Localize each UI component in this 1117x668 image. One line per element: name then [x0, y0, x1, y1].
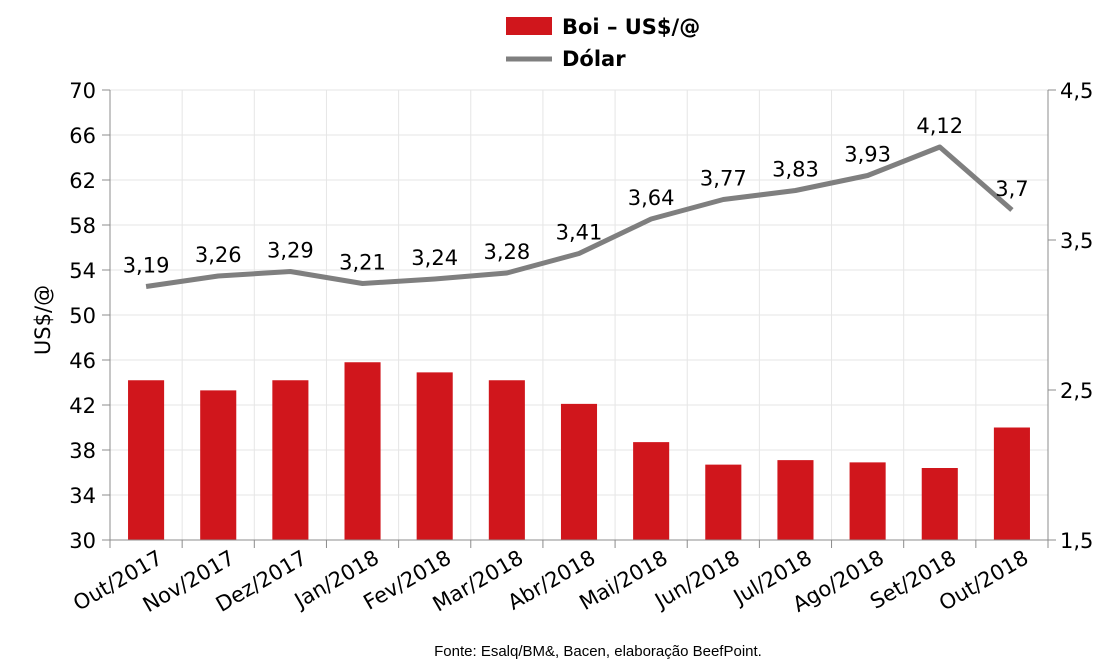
bar	[488, 380, 525, 540]
data-label: 3,29	[267, 239, 314, 263]
y2-tick-label: 2,5	[1060, 379, 1093, 403]
legend-label-boi: Boi – US$/@	[562, 15, 700, 39]
data-label: 3,26	[195, 243, 242, 267]
data-label: 3,24	[411, 246, 458, 270]
bar	[128, 380, 165, 540]
data-label: 4,12	[916, 114, 963, 138]
y-tick-label: 38	[69, 439, 96, 463]
y-tick-label: 58	[69, 214, 96, 238]
bar	[705, 464, 742, 540]
y-tick-label: 34	[69, 484, 96, 508]
data-label: 3,77	[700, 167, 747, 191]
bar	[560, 403, 598, 540]
bar-series	[128, 362, 1030, 540]
bar	[200, 390, 237, 540]
y2-tick-label: 3,5	[1060, 229, 1093, 253]
y-tick-label: 50	[69, 304, 96, 328]
data-label: 3,64	[628, 186, 675, 210]
y-tick-label: 46	[69, 349, 96, 373]
data-label: 3,7	[995, 177, 1028, 201]
data-label: 3,93	[844, 143, 891, 167]
y2-tick-label: 4,5	[1060, 79, 1093, 103]
left-axis-ticks: 70 66 62 58 54 50 46 42 38 34 30	[69, 79, 96, 553]
y-tick-label: 30	[69, 529, 96, 553]
bar	[416, 372, 453, 540]
line-data-labels: 3,19 3,26 3,29 3,21 3,24 3,28 3,41 3,64 3,77 3,83…	[123, 114, 1029, 278]
bar	[777, 460, 814, 540]
y2-tick-label: 1,5	[1060, 529, 1093, 553]
bar	[921, 468, 958, 540]
source-note: Fonte: Esalq/BM&, Bacen, elaboração Beef…	[434, 643, 762, 660]
bar	[344, 362, 381, 540]
data-label: 3,28	[483, 240, 530, 264]
legend-label-dolar: Dólar	[562, 47, 626, 71]
legend: Boi – US$/@ Dólar	[506, 15, 700, 71]
line-series	[145, 144, 1014, 289]
right-axis-ticks: 4,5 3,5 2,5 1,5	[1060, 79, 1093, 553]
x-axis-ticks: Out/2017Nov/2017Dez/2017Jan/2018Fev/2018…	[69, 546, 1032, 618]
y-tick-label: 62	[69, 169, 96, 193]
y-tick-label: 66	[69, 124, 96, 148]
y-tick-label: 54	[69, 259, 96, 283]
y-tick-label: 70	[69, 79, 96, 103]
bar	[993, 427, 1030, 540]
data-label: 3,41	[556, 221, 603, 245]
data-label: 3,21	[339, 251, 386, 275]
bar	[272, 380, 309, 540]
legend-swatch-boi	[506, 17, 552, 35]
bar	[633, 442, 670, 540]
y-tick-label: 42	[69, 394, 96, 418]
data-label: 3,83	[772, 158, 819, 182]
y-axis-label: US$/@	[31, 285, 55, 355]
data-label: 3,19	[123, 254, 170, 278]
dolar-line	[145, 144, 1014, 289]
axes	[102, 89, 1056, 548]
bar	[849, 462, 886, 540]
